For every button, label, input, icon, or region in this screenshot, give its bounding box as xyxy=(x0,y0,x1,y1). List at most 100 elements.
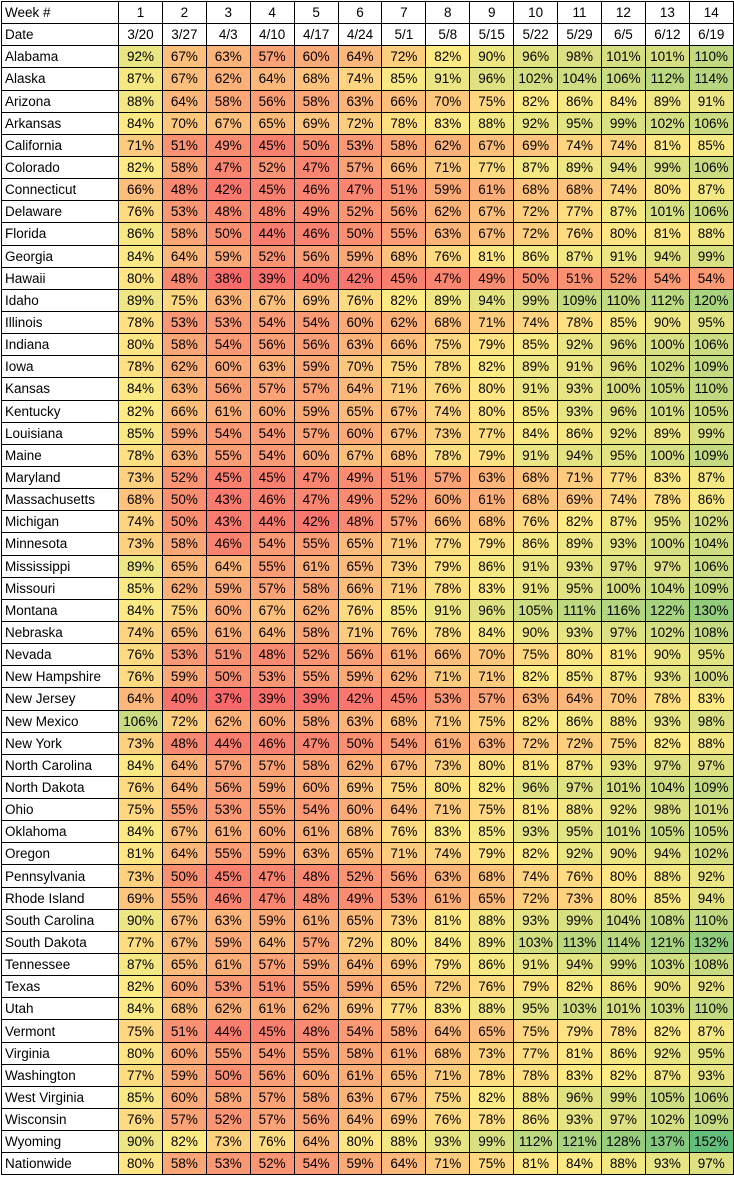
percent-cell: 55% xyxy=(249,798,295,822)
percent-cell: 43% xyxy=(205,510,251,534)
state-row: Illinois 78% 53% 53% 54% 54% 60% 62% 68% 71% 74% 78… xyxy=(1,310,734,335)
percent-cell: 82% xyxy=(118,155,163,180)
state-name: Maine xyxy=(1,443,119,467)
state-row: New Jersey 64% 40% 37% 39% 39% 42% 45% 53% 57% 63%… xyxy=(1,687,734,711)
percent-cell: 63% xyxy=(425,222,471,246)
percent-cell: 87% xyxy=(118,67,163,91)
percent-cell: 78% xyxy=(381,111,427,135)
percent-cell: 58% xyxy=(381,1019,427,1043)
percent-cell: 106% xyxy=(600,67,646,91)
percent-cell: 79% xyxy=(425,953,471,977)
week-date: 4/10 xyxy=(249,23,295,47)
percent-cell: 85% xyxy=(688,133,734,157)
percent-cell: 58% xyxy=(293,620,339,645)
percent-cell: 99% xyxy=(600,1085,646,1110)
percent-cell: 71% xyxy=(425,665,471,689)
percent-cell: 62% xyxy=(161,576,207,600)
percent-cell: 60% xyxy=(249,709,295,733)
percent-cell: 91% xyxy=(557,355,602,379)
percent-cell: 82% xyxy=(513,842,559,866)
percent-cell: 67% xyxy=(381,753,427,777)
state-name: Vermont xyxy=(1,1019,119,1043)
percent-cell: 103% xyxy=(644,997,690,1021)
state-name: Florida xyxy=(1,222,119,246)
percent-cell: 87% xyxy=(688,178,734,202)
percent-cell: 61% xyxy=(293,820,339,844)
percent-cell: 73% xyxy=(425,753,471,777)
percent-cell: 46% xyxy=(249,488,295,512)
percent-cell: 59% xyxy=(293,399,339,423)
percent-cell: 59% xyxy=(161,1063,207,1087)
percent-cell: 95% xyxy=(688,643,734,667)
state-row: New Hampshire 76% 59% 50% 53% 55% 59% 62% 71% 71%… xyxy=(1,665,734,689)
percent-cell: 105% xyxy=(688,820,734,844)
week-number: 3 xyxy=(205,0,251,25)
percent-cell: 92% xyxy=(513,111,559,135)
percent-cell: 67% xyxy=(161,930,207,955)
percent-cell: 57% xyxy=(293,421,339,445)
percent-cell: 98% xyxy=(688,709,734,733)
percent-cell: 74% xyxy=(600,133,646,157)
percent-cell: 73% xyxy=(381,554,427,578)
percent-cell: 60% xyxy=(205,598,251,622)
percent-cell: 55% xyxy=(205,1041,251,1065)
percent-cell: 63% xyxy=(513,687,559,711)
percent-cell: 99% xyxy=(688,244,734,268)
percent-cell: 52% xyxy=(337,864,383,888)
percent-cell: 76% xyxy=(118,200,163,224)
percent-cell: 66% xyxy=(381,333,427,357)
percent-cell: 91% xyxy=(513,576,559,600)
percent-cell: 46% xyxy=(205,532,251,556)
percent-cell: 62% xyxy=(205,709,251,733)
percent-cell: 74% xyxy=(425,399,471,423)
percent-cell: 73% xyxy=(118,532,163,556)
percent-cell: 84% xyxy=(425,930,471,955)
percent-cell: 100% xyxy=(644,532,690,556)
percent-cell: 60% xyxy=(337,310,383,335)
percent-cell: 83% xyxy=(644,465,690,490)
percent-cell: 101% xyxy=(688,798,734,822)
percent-cell: 77% xyxy=(557,200,602,224)
percent-cell: 72% xyxy=(161,709,207,733)
percent-cell: 95% xyxy=(513,997,559,1021)
percent-cell: 62% xyxy=(205,67,251,91)
percent-cell: 61% xyxy=(337,1063,383,1087)
state-name: Indiana xyxy=(1,333,119,357)
week-number: 11 xyxy=(557,0,602,25)
percent-cell: 92% xyxy=(644,1041,690,1065)
percent-cell: 93% xyxy=(600,532,646,556)
percent-cell: 82% xyxy=(469,355,515,379)
percent-cell: 58% xyxy=(337,1041,383,1065)
percent-cell: 71% xyxy=(381,532,427,556)
state-row: Texas 82% 60% 53% 51% 55% 59% 65% 72% 76% 79% 82% 86… xyxy=(1,975,734,999)
state-row: Louisiana 85% 59% 54% 54% 57% 60% 67% 73% 77% 84% 8… xyxy=(1,421,734,445)
percent-cell: 72% xyxy=(557,731,602,755)
percent-cell: 58% xyxy=(293,753,339,777)
state-name: Michigan xyxy=(1,510,119,534)
state-name: Delaware xyxy=(1,200,119,224)
percent-cell: 58% xyxy=(293,709,339,733)
percent-cell: 45% xyxy=(249,133,295,157)
percent-cell: 74% xyxy=(337,67,383,91)
percent-cell: 73% xyxy=(118,864,163,888)
percent-cell: 82% xyxy=(469,1085,515,1110)
percent-cell: 76% xyxy=(381,620,427,645)
percent-cell: 106% xyxy=(688,1085,734,1110)
state-name: Maryland xyxy=(1,465,119,490)
state-row: Florida 86% 58% 50% 44% 46% 50% 55% 63% 67% 72% 76%… xyxy=(1,222,734,246)
percent-cell: 58% xyxy=(293,89,339,113)
percent-cell: 67% xyxy=(381,1085,427,1110)
state-name: Arizona xyxy=(1,89,119,113)
percent-cell: 90% xyxy=(513,620,559,645)
week-date: 3/20 xyxy=(118,23,163,47)
percent-cell: 90% xyxy=(644,643,690,667)
percent-cell: 96% xyxy=(469,67,515,91)
percent-cell: 78% xyxy=(469,1108,515,1132)
state-name: Texas xyxy=(1,975,119,999)
percent-cell: 80% xyxy=(469,377,515,401)
percent-cell: 64% xyxy=(557,687,602,711)
percent-cell: 87% xyxy=(688,465,734,490)
percent-cell: 53% xyxy=(381,886,427,910)
percent-cell: 73% xyxy=(205,1130,251,1154)
week-header-row: Week # 1 2 3 4 5 6 7 8 9 10 11 12 13 14 xyxy=(1,0,734,25)
